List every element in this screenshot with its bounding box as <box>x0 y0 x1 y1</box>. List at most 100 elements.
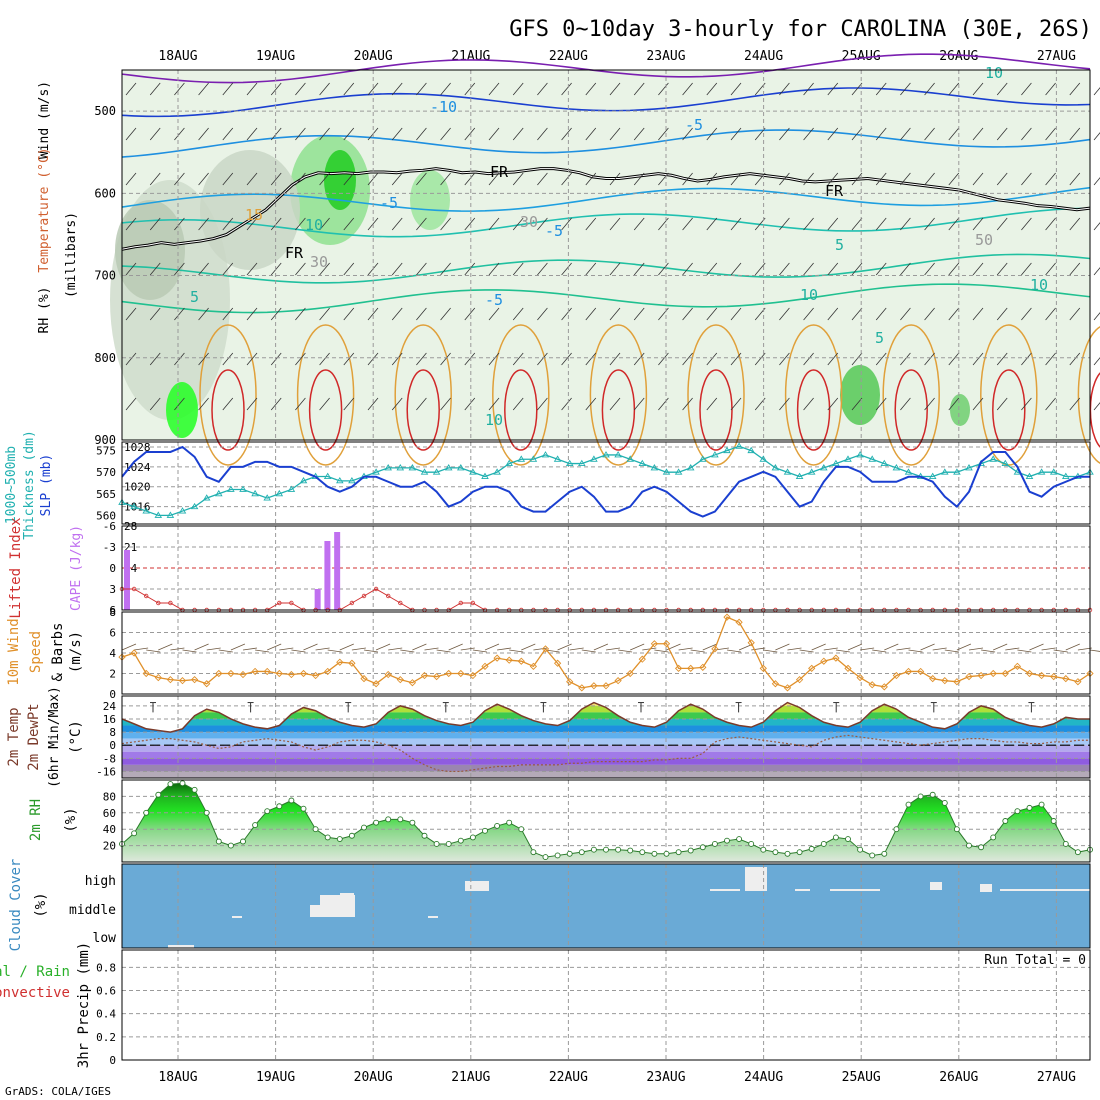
contour-label: FR <box>825 182 844 200</box>
wind-barb <box>682 397 693 411</box>
wind-barb <box>851 82 863 96</box>
thickness-point <box>856 451 864 458</box>
wind-barb <box>440 307 451 321</box>
cloud-block <box>830 889 880 891</box>
wind-barb <box>295 262 306 276</box>
wind-barb <box>561 262 572 276</box>
wind-barb <box>174 82 185 96</box>
y-tick-label: 800 <box>94 351 116 365</box>
wind-point <box>916 667 925 676</box>
wind-barb <box>605 647 621 651</box>
wind-barb <box>488 397 500 411</box>
wind-barb <box>1093 357 1100 366</box>
wind-point <box>251 667 259 676</box>
wind-barb <box>779 307 790 321</box>
li-tick-label: -3 <box>103 541 116 554</box>
rh-tick-label: 80 <box>103 790 116 803</box>
temp-tick-label: 24 <box>103 700 117 713</box>
wind-barb <box>557 643 572 651</box>
temp-contour-hot <box>211 369 245 451</box>
contour-label: 5 <box>875 329 884 347</box>
top-date-label: 18AUG <box>158 49 197 64</box>
rh-point <box>772 849 779 856</box>
wind-barb <box>803 262 814 276</box>
wind-barb <box>633 127 645 141</box>
wind-barb <box>682 262 693 276</box>
wind-barb <box>1021 172 1032 186</box>
y-tick-label: 700 <box>94 269 116 283</box>
pressure-axis-label: (millibars) <box>64 212 79 298</box>
wind-barb <box>948 172 960 186</box>
wind-point <box>311 671 320 680</box>
wind-barb <box>779 217 790 231</box>
wind-barb <box>585 82 597 96</box>
temp-tick-label: -16 <box>96 765 116 778</box>
rh-point <box>203 809 210 816</box>
wind-barb <box>218 649 233 653</box>
wind-barb <box>1045 307 1056 321</box>
wind-barb <box>569 647 584 651</box>
wind-barb <box>488 262 500 276</box>
contour-label: 30 <box>520 213 538 231</box>
rh-point <box>482 827 488 834</box>
wind-barb <box>343 217 355 231</box>
wind-barb <box>464 172 476 186</box>
top-date-label: 21AUG <box>451 49 490 64</box>
rh-point <box>1074 849 1081 856</box>
thickness-point <box>1037 468 1046 475</box>
li-point <box>373 586 379 592</box>
temp-tick-label: 8 <box>109 726 116 739</box>
rh2m-axis-label-2: (%) <box>63 807 79 832</box>
wind-point <box>553 659 562 667</box>
wind-point <box>275 669 283 678</box>
thickness-point <box>965 464 973 471</box>
wind-barb <box>270 172 282 186</box>
rh-area <box>950 394 970 426</box>
thickness-point <box>892 464 901 471</box>
rh-point <box>167 781 174 788</box>
wind-barb <box>391 262 403 276</box>
wind-point <box>517 657 525 665</box>
wind-barb <box>1005 647 1020 651</box>
wind-barb <box>900 217 911 231</box>
wind-point <box>1062 674 1070 683</box>
rh-point <box>1038 801 1045 808</box>
wind-barb <box>851 217 863 231</box>
wind-barb <box>512 352 524 366</box>
bottom-date-label: 26AUG <box>939 1070 978 1085</box>
rh-point <box>1002 818 1009 824</box>
wind-barb <box>222 217 234 231</box>
wind-barb <box>706 82 718 96</box>
wind-barb <box>440 217 451 231</box>
contour-label: 10 <box>305 216 323 234</box>
wind-barb <box>222 172 234 186</box>
contour-label: -5 <box>380 194 398 212</box>
thickness-point <box>481 472 489 479</box>
temp-band <box>122 751 1090 759</box>
rh-point <box>494 822 501 829</box>
wind-barb <box>327 649 342 653</box>
rh-area <box>166 382 198 438</box>
li-point <box>361 593 367 599</box>
cloud-level-label: low <box>93 931 117 946</box>
wind-barb <box>609 217 621 231</box>
rh-point <box>457 837 464 844</box>
wind-barb <box>633 82 645 96</box>
slp-tick-label: 1020 <box>124 481 151 494</box>
wind-barb <box>1093 402 1100 411</box>
wind-barb <box>537 217 548 231</box>
y-tick-label: 600 <box>94 186 116 200</box>
wind-barb <box>440 262 451 276</box>
wind-barb <box>440 397 451 411</box>
rh-point <box>978 844 985 851</box>
rh-point <box>748 841 755 847</box>
wind-barb <box>630 643 645 651</box>
wind-barb <box>827 352 839 366</box>
top-date-label: 22AUG <box>549 49 588 64</box>
wind-barb <box>996 262 1008 276</box>
wind-axis-label-4: (m/s) <box>68 631 84 673</box>
wind-barb <box>682 217 693 231</box>
wind-barb <box>512 397 524 411</box>
wind-point <box>384 670 392 679</box>
